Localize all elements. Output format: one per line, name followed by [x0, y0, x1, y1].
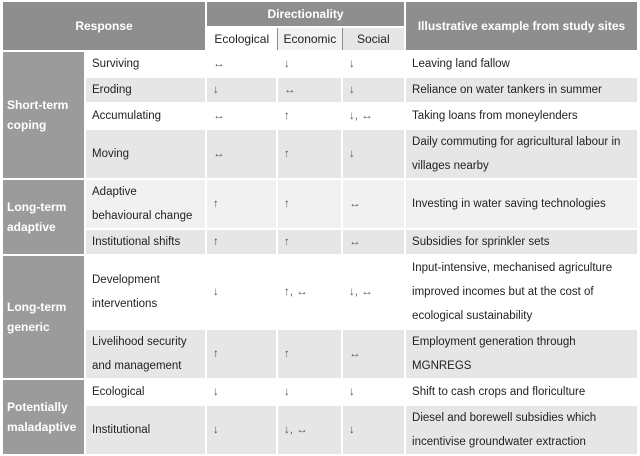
example-cell: Employment generation through MGNREGS: [404, 328, 639, 380]
table-row: Livelihood security and management ↑ ↑ ↔ Emp…: [2, 328, 639, 380]
header-response: Response: [0, 0, 208, 52]
economic-cell: ↑: [276, 178, 344, 230]
table-row: Long-term generic Development interventio…: [1, 254, 639, 380]
ecological-cell: ↑: [205, 228, 279, 256]
social-cell: ↓: [341, 378, 407, 406]
ecological-cell: ↔: [205, 50, 279, 78]
table-row: Moving ↔ ↑ ↓ Daily commuting for agricultura…: [2, 128, 639, 180]
response-cell: Institutional: [83, 404, 208, 456]
response-cell: Surviving: [83, 50, 208, 78]
response-cell: Institutional shifts: [83, 228, 208, 256]
response-cell: Moving: [83, 128, 208, 180]
social-cell: ↓, ↔: [341, 102, 407, 130]
social-cell: ↔: [341, 328, 407, 380]
response-cell: Accumulating: [83, 102, 208, 130]
economic-cell: ↓, ↔: [276, 404, 344, 456]
example-cell: Taking loans from moneylenders: [404, 102, 639, 130]
example-cell: Shift to cash crops and floriculture: [404, 378, 639, 406]
category-cell: Potentially maladaptive: [1, 378, 86, 456]
table-row: Institutional ↓ ↓, ↔ ↓ Diesel and borewell s…: [2, 404, 639, 456]
ecological-cell: ↓: [205, 76, 279, 104]
table-row: Long-term adaptive Adaptive behavioural c…: [1, 178, 639, 256]
header-economic: Economic: [276, 27, 343, 52]
response-cell: Livelihood security and management: [83, 328, 208, 380]
economic-cell: ↑: [276, 228, 344, 256]
economic-cell: ↓: [276, 378, 344, 406]
social-cell: ↓: [341, 50, 407, 78]
category-cell: Long-term generic: [1, 254, 86, 380]
economic-cell: ↑: [276, 128, 344, 180]
category-cell: Long-term adaptive: [1, 178, 86, 256]
social-cell: ↓: [341, 128, 407, 180]
economic-cell: ↓: [276, 50, 344, 78]
table-row: Accumulating ↔ ↑ ↓, ↔ Taking loans from mone…: [2, 102, 639, 130]
response-cell: Ecological: [83, 378, 208, 406]
ecological-cell: ↓: [205, 378, 279, 406]
economic-cell: ↑, ↔: [276, 254, 344, 330]
response-cell: Adaptive behavioural change: [83, 178, 208, 230]
economic-cell: ↑: [276, 328, 344, 380]
ecological-cell: ↑: [205, 328, 279, 380]
ecological-cell: ↓: [205, 404, 279, 456]
example-cell: Input-intensive, mechanised agriculture …: [404, 254, 639, 330]
header-ecological: Ecological: [205, 27, 278, 52]
economic-cell: ↔: [276, 76, 344, 104]
ecological-cell: ↔: [205, 102, 279, 130]
ecological-cell: ↓: [205, 254, 279, 330]
ecological-cell: ↑: [205, 178, 279, 230]
example-cell: Daily commuting for agricultural labour …: [404, 128, 639, 180]
social-cell: ↔: [341, 178, 407, 230]
category-cell: Short-term coping: [1, 50, 86, 180]
table-row: Eroding ↓ ↔ ↓ Reliance on water tankers in s…: [2, 76, 639, 104]
ecological-cell: ↔: [205, 128, 279, 180]
social-cell: ↔: [341, 228, 407, 256]
response-cell: Eroding: [83, 76, 208, 104]
social-cell: ↓: [341, 76, 407, 104]
social-cell: ↓: [341, 404, 407, 456]
example-cell: Investing in water saving technologies: [404, 178, 639, 230]
table-row: Potentially maladaptive Ecological ↓ ↓ ↓ Shif…: [1, 378, 639, 456]
economic-cell: ↑: [276, 102, 344, 130]
table-row: Short-term coping Surviving ↔ ↓ ↓ Leaving lan…: [1, 50, 639, 180]
example-cell: Leaving land fallow: [404, 50, 639, 78]
social-cell: ↓, ↔: [341, 254, 407, 330]
header-example: Illustrative example from study sites: [404, 0, 639, 52]
response-cell: Development interventions: [83, 254, 208, 330]
example-cell: Diesel and borewell subsidies which ince…: [404, 404, 639, 456]
example-cell: Subsidies for sprinkler sets: [404, 228, 639, 256]
header-social: Social: [341, 27, 406, 52]
table-row: Institutional shifts ↑ ↑ ↔ Subsidies for spr…: [2, 228, 639, 256]
header-directionality: Directionality: [205, 0, 407, 28]
example-cell: Reliance on water tankers in summer: [404, 76, 639, 104]
